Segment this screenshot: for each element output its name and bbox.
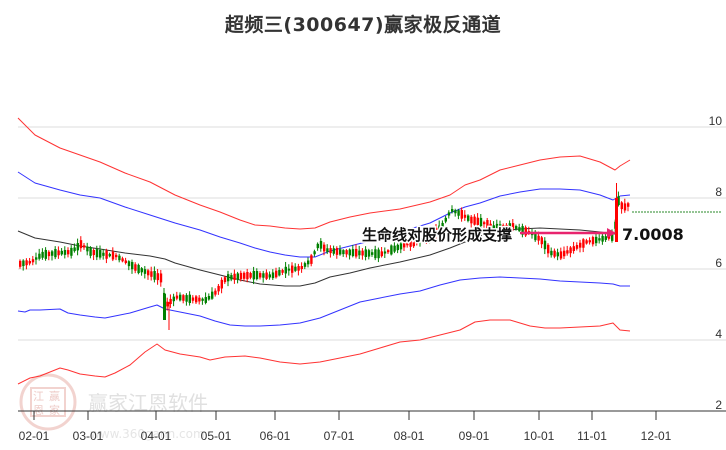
x-tick-label: 10-01	[524, 429, 555, 443]
x-tick-label: 11-01	[577, 429, 607, 443]
x-tick-label: 04-01	[141, 429, 172, 443]
chart-title: 超频三(300647)赢家极反通道	[224, 14, 502, 36]
x-tick-label: 05-01	[201, 429, 232, 443]
svg-text:赢: 赢	[49, 389, 60, 403]
svg-text:www.360gann.com: www.360gann.com	[90, 427, 205, 441]
axes: 10 8 6 4 2 02-01 03-01 04-01 05-01 06-01 07-01 08-0…	[18, 114, 726, 443]
lower-inner-band-line	[17, 276, 630, 327]
upper-outer-band-line	[17, 117, 631, 230]
x-tick-label: 09-01	[459, 429, 490, 443]
y-tick-label: 8	[715, 185, 722, 199]
x-tick-label: 07-01	[324, 429, 355, 443]
x-tick-label: 02-01	[19, 429, 50, 443]
watermark-seal-icon	[19, 373, 77, 431]
x-tick-label: 12-01	[641, 429, 672, 443]
y-tick-label: 4	[715, 327, 722, 341]
x-tick-label: 03-01	[73, 429, 104, 443]
candlesticks	[19, 183, 630, 330]
arrow-head-icon	[607, 228, 616, 238]
channel-bands	[17, 117, 631, 385]
x-tick-label: 08-01	[394, 429, 425, 443]
support-value-label: 7.0008	[622, 225, 684, 244]
support-annotation: 生命线对股价形成支撑	[362, 226, 512, 244]
x-tick-label: 06-01	[260, 429, 291, 443]
y-tick-label: 6	[715, 256, 722, 270]
annotations: 生命线对股价形成支撑 7.0008	[361, 224, 686, 246]
y-tick-label: 2	[715, 398, 722, 412]
lower-outer-band-line	[17, 319, 631, 385]
support-arrow	[520, 228, 616, 238]
svg-text:江: 江	[33, 390, 44, 403]
y-tick-label: 10	[709, 114, 723, 128]
svg-text:家: 家	[49, 403, 60, 417]
